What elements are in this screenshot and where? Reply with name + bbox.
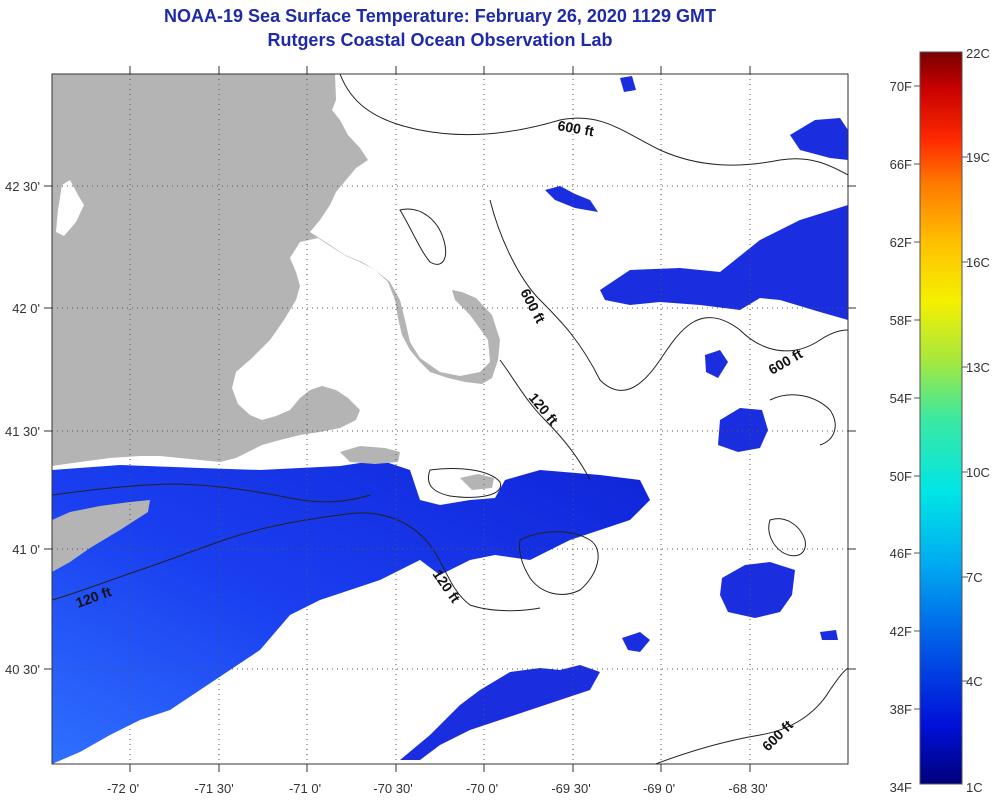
lon-label-70-30: -70 30' xyxy=(373,781,412,796)
land-marthas-vineyard xyxy=(340,446,400,464)
map-subtitle: Rutgers Coastal Ocean Observation Lab xyxy=(267,30,613,50)
temperature-colorbar: 70F 66F 62F 58F 54F 50F 46F 42F 38F 34F … xyxy=(890,46,990,795)
lon-label-71-0: -71 0' xyxy=(289,781,321,796)
colorbar-f-66: 66F xyxy=(890,157,912,172)
sst-water-far-ne xyxy=(790,118,848,160)
colorbar-f-50: 50F xyxy=(890,469,912,484)
sst-water-small-3 xyxy=(705,350,728,378)
colorbar-c-22: 22C xyxy=(966,46,990,61)
land-long-island xyxy=(52,500,150,572)
sst-water-small-5 xyxy=(820,630,838,640)
lon-label-69-0: -69 0' xyxy=(643,781,675,796)
colorbar-c-19: 19C xyxy=(966,150,990,165)
land-nantucket xyxy=(460,474,494,490)
colorbar-f-62: 62F xyxy=(890,235,912,250)
sst-water-small-2 xyxy=(620,76,636,92)
sst-water-southwest xyxy=(52,460,650,764)
colorbar-gradient xyxy=(919,51,963,785)
lat-label-42-0: 42 0' xyxy=(12,301,40,316)
sst-water-georges-east xyxy=(720,562,795,618)
lat-lon-grid xyxy=(52,74,848,764)
colorbar-c-16: 16C xyxy=(966,255,990,270)
sst-water-small-1 xyxy=(545,186,598,212)
lon-label-71-30: -71 30' xyxy=(194,781,233,796)
colorbar-f-58: 58F xyxy=(890,313,912,328)
lat-label-40-30: 40 30' xyxy=(5,662,40,677)
colorbar-f-38: 38F xyxy=(890,702,912,717)
lat-label-42-30: 42 30' xyxy=(5,179,40,194)
colorbar-f-34: 34F xyxy=(890,780,912,795)
sst-water-small-4 xyxy=(622,632,650,652)
depth-contours xyxy=(52,74,848,764)
sst-water-southeast xyxy=(400,665,600,760)
lat-label-41-0: 41 0' xyxy=(12,542,40,557)
colorbar-c-4: 4C xyxy=(966,674,983,689)
colorbar-f-54: 54F xyxy=(890,391,912,406)
colorbar-f-42: 42F xyxy=(890,624,912,639)
lon-label-72-0: -72 0' xyxy=(107,781,139,796)
sst-water-northeast xyxy=(600,205,848,320)
lon-label-69-30: -69 30' xyxy=(551,781,590,796)
lon-label-68-30: -68 30' xyxy=(728,781,767,796)
map-title: NOAA-19 Sea Surface Temperature: Februar… xyxy=(164,6,716,26)
contour-label-600ft-1: 600 ft xyxy=(556,117,595,139)
colorbar-c-1: 1C xyxy=(966,780,983,795)
colorbar-f-46: 46F xyxy=(890,546,912,561)
colorbar-c-10: 10C xyxy=(966,465,990,480)
plot-frame xyxy=(51,73,849,765)
colorbar-f-70: 70F xyxy=(890,79,912,94)
land-white-patch xyxy=(56,180,84,236)
colorbar-c-13: 13C xyxy=(966,360,990,375)
lat-label-41-30: 41 30' xyxy=(5,424,40,439)
sst-water-patch-mid xyxy=(718,408,768,452)
lon-label-70-0: -70 0' xyxy=(466,781,498,796)
colorbar-c-7: 7C xyxy=(966,570,983,585)
latitude-ticks xyxy=(44,185,856,670)
longitude-ticks xyxy=(129,66,751,772)
land-new-england xyxy=(52,74,500,466)
